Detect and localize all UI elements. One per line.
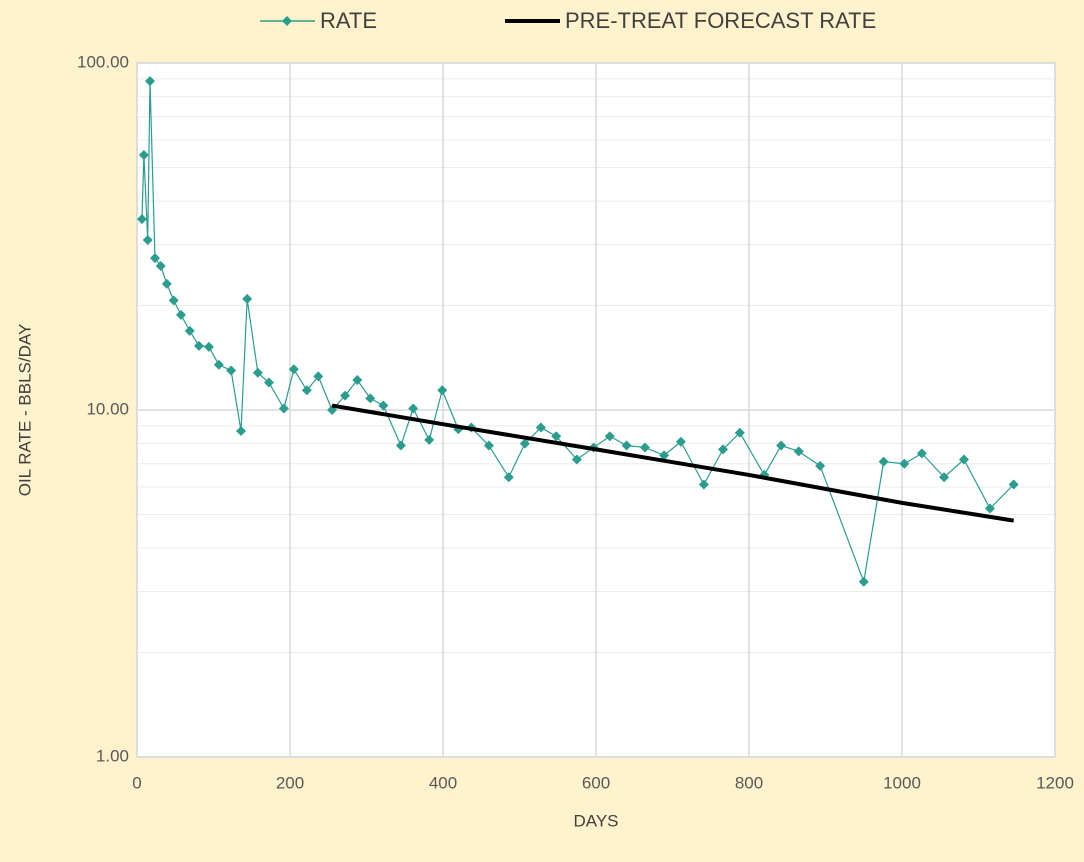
data-point (184, 325, 195, 336)
data-point (424, 434, 435, 445)
data-point (138, 150, 149, 161)
data-point (313, 371, 324, 382)
data-point (571, 454, 582, 465)
data-point (604, 431, 615, 442)
y-axis-title: OIL RATE - BBLS/DAY (15, 324, 34, 497)
data-point (365, 393, 376, 404)
data-point (213, 359, 224, 370)
x-tick-label: 1200 (1036, 773, 1074, 792)
data-point (236, 425, 247, 436)
data-point (958, 454, 969, 465)
data-point (899, 458, 910, 469)
x-tick-label: 600 (582, 773, 610, 792)
data-point (252, 367, 263, 378)
data-point (242, 293, 253, 304)
x-tick-label: 200 (276, 773, 304, 792)
data-point (519, 438, 530, 449)
x-tick-label: 800 (735, 773, 763, 792)
y-tick-label: 1.00 (96, 746, 129, 765)
data-point (659, 450, 670, 461)
data-point (717, 444, 728, 455)
data-point (263, 377, 274, 388)
plot-border (136, 62, 1056, 758)
data-point (483, 440, 494, 451)
data-point (734, 427, 745, 438)
x-tick-label: 0 (132, 773, 141, 792)
data-point (698, 479, 709, 490)
data-point (340, 390, 351, 401)
data-point (878, 456, 889, 467)
data-point (437, 385, 448, 396)
data-point (301, 385, 312, 396)
data-point (203, 341, 214, 352)
data-point (155, 261, 166, 272)
legend-label: RATE (320, 8, 377, 33)
x-tick-label: 1000 (883, 773, 921, 792)
data-point (639, 442, 650, 453)
x-tick-label: 400 (429, 773, 457, 792)
data-point (288, 364, 299, 375)
data-point (1008, 479, 1019, 490)
data-point (675, 436, 686, 447)
data-point (939, 472, 950, 483)
x-axis-title: DAYS (573, 811, 618, 830)
series-line (331, 403, 1015, 523)
data-point (193, 340, 204, 351)
data-point (378, 400, 389, 411)
y-tick-label: 100.00 (77, 52, 129, 71)
data-point (352, 375, 363, 386)
data-point (395, 440, 406, 451)
legend-label: PRE-TREAT FORECAST RATE (565, 8, 876, 33)
data-point (142, 234, 153, 245)
data-point (815, 460, 826, 471)
data-point (793, 446, 804, 457)
data-point (408, 403, 419, 414)
data-point (535, 422, 546, 433)
data-point (278, 403, 289, 414)
data-point (776, 440, 787, 451)
data-point (984, 503, 995, 514)
data-point (175, 309, 186, 320)
data-point (858, 576, 869, 587)
data-point (168, 295, 179, 306)
legend-marker (282, 16, 292, 26)
data-point (916, 448, 927, 459)
data-point (503, 472, 514, 483)
data-point (145, 76, 156, 87)
data-point (149, 253, 160, 264)
data-point (226, 365, 237, 376)
data-point (136, 214, 147, 225)
data-point (551, 431, 562, 442)
y-tick-label: 10.00 (86, 399, 129, 418)
data-point (621, 440, 632, 451)
data-point (161, 278, 172, 289)
